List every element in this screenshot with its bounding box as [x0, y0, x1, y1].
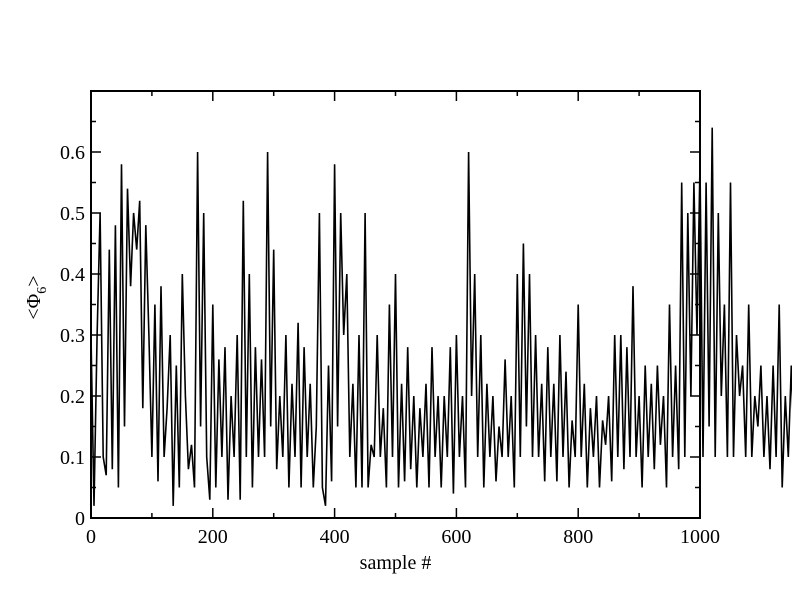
x-tick-label: 400 [320, 526, 350, 548]
y-tick-label: 0 [75, 508, 85, 530]
y-tick-label: 0.4 [60, 264, 85, 286]
y-tick-label: 0.5 [60, 203, 85, 225]
y-tick-label: 0.2 [60, 386, 85, 408]
x-tick-label: 800 [563, 526, 593, 548]
y-tick-label: 0.3 [60, 325, 85, 347]
series-line [90, 127, 792, 506]
y-axis-label-subscript: 6 [35, 287, 50, 294]
plot-frame [90, 90, 701, 519]
x-tick-label: 0 [86, 526, 96, 548]
y-tick-label: 0.6 [60, 142, 85, 164]
x-tick-label: 200 [198, 526, 228, 548]
x-tick-labels: 0 200 400 600 800 1000 [86, 526, 720, 548]
x-tick-label: 1000 [680, 526, 720, 548]
y-axis-label: <Φ6> [23, 275, 50, 319]
x-axis-label: sample # [360, 552, 432, 574]
y-axis-label-close: > [23, 275, 45, 286]
y-axis-label-open: <Φ [23, 293, 45, 319]
x-tick-label: 600 [441, 526, 471, 548]
y-tick-labels: 0 0.1 0.2 0.3 0.4 0.5 0.6 [60, 142, 85, 530]
y-tick-label: 0.1 [60, 447, 85, 469]
